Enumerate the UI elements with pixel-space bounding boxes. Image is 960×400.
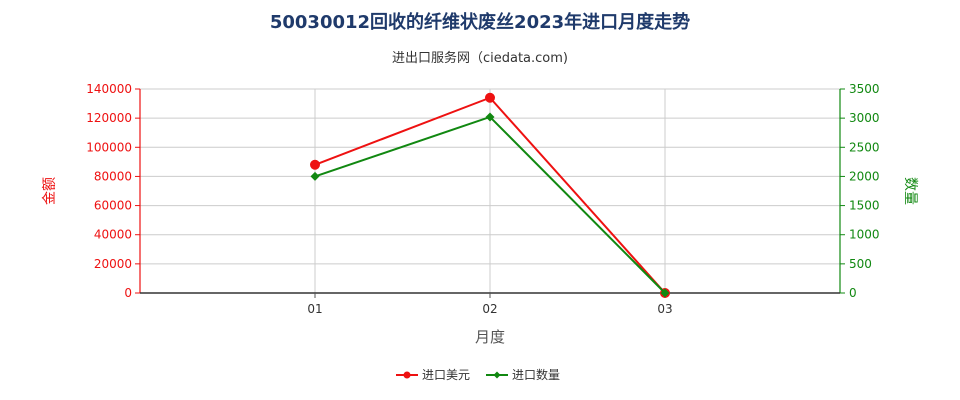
legend-marker bbox=[403, 371, 411, 379]
series bbox=[310, 92, 670, 298]
left-tick-label: 20000 bbox=[94, 257, 132, 271]
left-tick-label: 80000 bbox=[94, 169, 132, 183]
right-tick-label: 500 bbox=[849, 257, 872, 271]
right-tick-label: 1000 bbox=[849, 228, 880, 242]
right-tick-label: 2500 bbox=[849, 140, 880, 154]
left-axis-label: 金额 bbox=[42, 177, 58, 205]
right-axis-label: 数量 bbox=[902, 177, 918, 205]
data-point bbox=[310, 159, 320, 170]
left-axis-ticks: 0 20000 40000 60000 80000 100000 120000 140000 bbox=[86, 82, 140, 300]
data-point bbox=[485, 92, 495, 103]
x-axis-ticks: 01 02 03 bbox=[307, 293, 673, 316]
right-tick-label: 1500 bbox=[849, 199, 880, 213]
chart-subtitle: 进出口服务网（ciedata.com) bbox=[392, 50, 568, 66]
left-tick-label: 100000 bbox=[86, 140, 132, 154]
right-tick-label: 3500 bbox=[849, 82, 880, 96]
right-tick-label: 0 bbox=[849, 286, 857, 300]
data-point bbox=[485, 112, 495, 122]
x-tick-label: 03 bbox=[657, 302, 672, 316]
right-axis-ticks: 0 500 1000 1500 2000 2500 3000 3500 bbox=[840, 82, 880, 300]
left-tick-label: 0 bbox=[124, 286, 132, 300]
legend-marker bbox=[493, 371, 501, 379]
left-tick-label: 60000 bbox=[94, 199, 132, 213]
right-tick-label: 2000 bbox=[849, 169, 880, 183]
legend: 进口美元 进口数量 bbox=[396, 367, 560, 382]
x-tick-label: 02 bbox=[482, 302, 497, 316]
left-tick-label: 140000 bbox=[86, 82, 132, 96]
data-point bbox=[310, 171, 320, 181]
right-tick-label: 3000 bbox=[849, 111, 880, 125]
legend-label: 进口数量 bbox=[512, 367, 560, 382]
left-tick-label: 120000 bbox=[86, 111, 132, 125]
left-tick-label: 40000 bbox=[94, 228, 132, 242]
x-tick-label: 01 bbox=[307, 302, 322, 316]
chart-title: 50030012回收的纤维状废丝2023年进口月度走势 bbox=[270, 11, 690, 33]
legend-label: 进口美元 bbox=[422, 368, 470, 382]
data-point bbox=[660, 288, 670, 298]
x-axis-label: 月度 bbox=[475, 328, 505, 346]
